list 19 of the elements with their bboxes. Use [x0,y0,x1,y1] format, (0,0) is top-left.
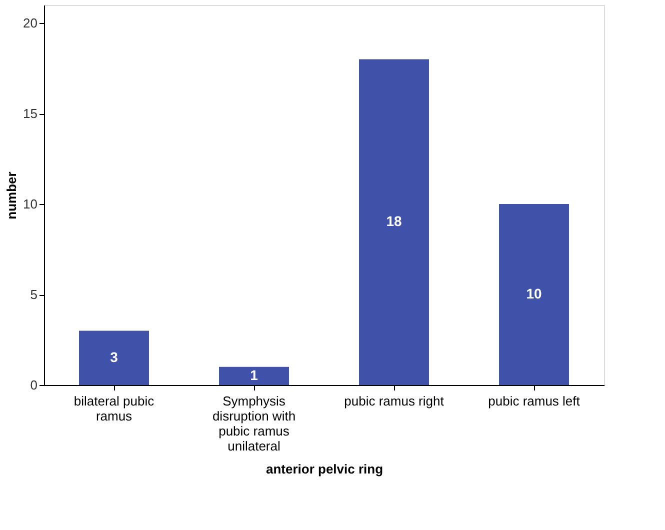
data-label: 18 [386,213,402,230]
x-tick-label: Symphysis disruption with pubic ramus unilateral [212,394,296,454]
y-tick-label: 10 [23,196,38,212]
y-tick-label: 20 [23,16,38,31]
x-axis-title: anterior pelvic ring [266,462,384,476]
y-axis-title: number [4,172,20,220]
y-tick-label: 0 [30,378,38,392]
bar [79,330,149,385]
data-label: 3 [110,348,118,365]
bar [359,59,429,385]
x-tick-label: pubic ramus left [488,394,580,408]
data-label: 10 [526,286,542,302]
data-label: 1 [250,366,258,383]
y-tick-label: 15 [23,106,38,122]
bar [499,204,569,385]
x-tick-label: pubic ramus right [344,394,444,408]
bar [219,366,289,385]
x-tick-label: bilateral pubic ramus [74,394,155,424]
y-tick-label: 5 [30,287,38,302]
